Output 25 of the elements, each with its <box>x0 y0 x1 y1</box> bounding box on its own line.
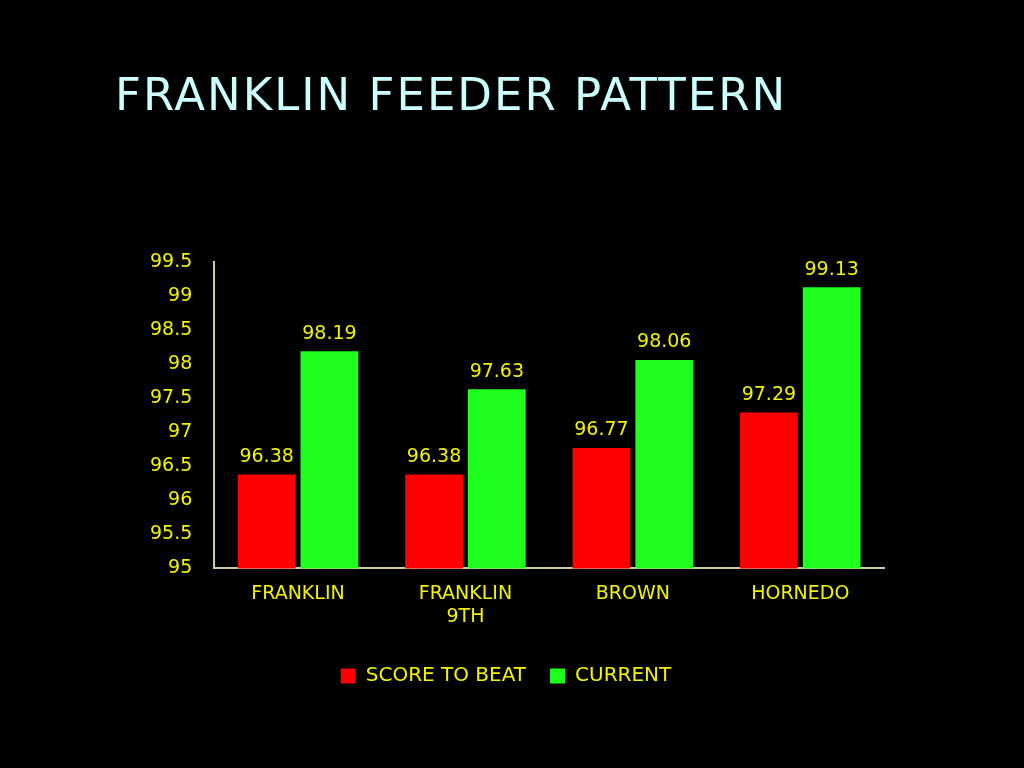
y-tick-label: 97 <box>168 419 193 442</box>
data-label: 97.29 <box>741 381 797 404</box>
x-tick-label: FRANKLIN <box>251 580 345 603</box>
legend-label: CURRENT <box>575 662 673 687</box>
y-tick-label: 95.5 <box>149 521 193 544</box>
y-tick-label: 98 <box>168 351 193 374</box>
data-label: 96.38 <box>239 443 294 466</box>
y-tick-label: 99.5 <box>149 248 193 271</box>
chart-title: FRANKLIN FEEDER PATTERN <box>115 68 788 121</box>
y-tick-label: 96 <box>168 487 193 510</box>
y-tick-label: 99 <box>168 282 193 305</box>
data-label: 98.06 <box>637 329 692 352</box>
x-tick-label: FRANKLIN 9TH <box>418 580 513 626</box>
x-tick-label: HORNEDO <box>751 580 850 603</box>
legend-label: SCORE TO BEAT <box>365 662 527 687</box>
data-label: 98.19 <box>302 320 357 343</box>
y-tick-label: 96.5 <box>149 453 193 476</box>
data-label: 96.38 <box>406 443 462 466</box>
y-tick-label: 97.5 <box>149 385 193 408</box>
y-tick-label: 98.5 <box>149 317 193 340</box>
y-tick-label: 95 <box>168 555 193 578</box>
data-label: 96.77 <box>574 417 629 440</box>
data-label: 97.63 <box>469 358 525 381</box>
x-tick-label: BROWN <box>595 580 670 603</box>
data-label: 99.13 <box>804 256 859 279</box>
